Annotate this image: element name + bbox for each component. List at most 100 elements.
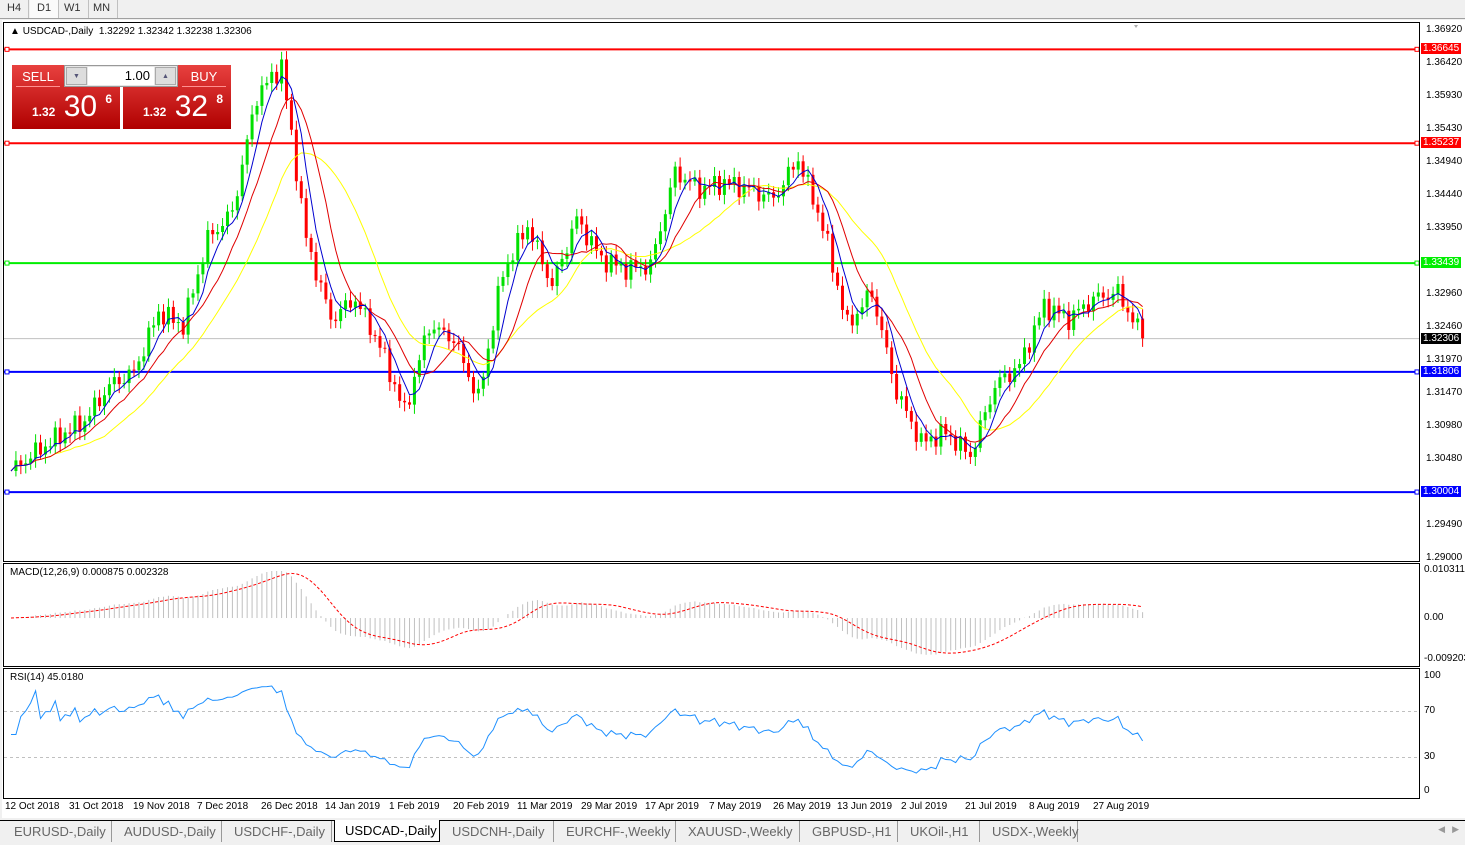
level-handle — [1414, 489, 1419, 495]
candle-body — [1082, 304, 1086, 309]
candle-body — [850, 314, 854, 326]
candle-body — [654, 244, 658, 260]
rsi-line — [11, 685, 1144, 774]
date-tick: 21 Jul 2019 — [965, 801, 1017, 812]
candle-body — [619, 264, 623, 266]
candle-body — [791, 166, 795, 170]
candle-body — [171, 306, 175, 323]
candle-body — [836, 272, 840, 286]
candle-body — [826, 230, 830, 234]
candle-body — [1042, 298, 1046, 318]
candle-body — [24, 463, 28, 466]
candle-body — [1136, 318, 1140, 323]
level-handle — [1414, 260, 1419, 266]
date-tick: 26 May 2019 — [773, 801, 831, 812]
candle-body — [796, 161, 800, 170]
timeframe-w1[interactable]: W1 — [57, 0, 89, 18]
date-tick: 17 Apr 2019 — [645, 801, 699, 812]
price-chart-panel[interactable]: ▲ USDCAD-,Daily 1.32292 1.32342 1.32238 … — [3, 22, 1420, 562]
candle-body — [417, 360, 421, 377]
candle-body — [570, 228, 574, 254]
lot-increase-icon[interactable]: ▲ — [155, 67, 176, 85]
rsi-tick: 0 — [1424, 785, 1430, 796]
candle-body — [137, 361, 141, 371]
candle-body — [1106, 297, 1110, 300]
macd-panel[interactable]: MACD(12,26,9) 0.000875 0.002328 — [3, 563, 1420, 667]
tab-ukoil-h1[interactable]: UKOil-,H1 — [900, 821, 980, 842]
ma-fast-line — [10, 75, 1144, 472]
tab-audusd-daily[interactable]: AUDUSD-,Daily — [114, 821, 222, 842]
one-click-trading-panel: SELL 1.32 30 6 BUY 1.32 32 8 ▼ 1.00 ▲ — [12, 65, 231, 129]
chart-shift-icon — [1134, 25, 1138, 28]
candle-body — [968, 451, 972, 457]
collapse-triangle-icon[interactable]: ▲ — [10, 26, 20, 37]
price-tick: 1.29490 — [1426, 519, 1463, 531]
candle-body — [560, 258, 564, 267]
date-tick: 7 Dec 2018 — [197, 801, 249, 812]
candle-body — [609, 254, 613, 273]
timeframe-h4[interactable]: H4 — [0, 0, 30, 18]
level-handle — [4, 260, 10, 266]
candle-body — [717, 176, 721, 195]
macd-chart — [10, 571, 1144, 655]
candle-body — [521, 232, 525, 240]
candle-body — [762, 194, 766, 202]
lot-decrease-icon[interactable]: ▼ — [66, 67, 87, 85]
candle-body — [353, 301, 357, 308]
candle-body — [1018, 364, 1022, 369]
candle-body — [594, 236, 598, 251]
candle-body — [639, 266, 643, 268]
candle-body — [1023, 347, 1027, 365]
candle-body — [63, 432, 67, 444]
tab-usdchf-daily[interactable]: USDCHF-,Daily — [224, 821, 332, 842]
tab-eurusd-daily[interactable]: EURUSD-,Daily — [4, 821, 112, 842]
candle-body — [737, 177, 741, 198]
tab-usdcad-daily[interactable]: USDCAD-,Daily — [334, 820, 440, 842]
candle-body — [216, 232, 220, 235]
candle-body — [481, 376, 485, 389]
level-handle — [1414, 46, 1419, 52]
candle-body — [1067, 310, 1071, 330]
candle-body — [471, 377, 475, 394]
candle-body — [398, 384, 402, 401]
timeframe-mn[interactable]: MN — [86, 0, 119, 18]
candle-body — [585, 224, 589, 246]
candle-body — [786, 166, 790, 186]
date-tick: 11 Mar 2019 — [517, 801, 573, 812]
candle-body — [895, 374, 899, 400]
candle-body — [127, 369, 131, 384]
tab-xauusd-weekly[interactable]: XAUUSD-,Weekly — [678, 821, 800, 842]
candle-body — [122, 383, 126, 385]
date-tick: 7 May 2019 — [709, 801, 762, 812]
candle-body — [767, 192, 771, 195]
tab-usdx-weekly[interactable]: USDX-,Weekly — [982, 821, 1078, 842]
candle-body — [427, 333, 431, 336]
level-handle — [4, 489, 10, 495]
candle-body — [781, 185, 785, 197]
candle-body — [545, 264, 549, 279]
candle-body — [604, 255, 608, 273]
candle-body — [206, 229, 210, 263]
tab-usdcnh-daily[interactable]: USDCNH-,Daily — [442, 821, 554, 842]
tab-scroll-right-icon[interactable]: ▶ — [1452, 824, 1459, 834]
date-tick: 31 Oct 2018 — [69, 801, 124, 812]
candle-body — [1096, 292, 1100, 297]
candle-body — [270, 71, 274, 83]
candle-body — [1141, 318, 1145, 339]
candle-body — [221, 226, 225, 233]
sell-sup: 6 — [105, 92, 113, 106]
timeframe-d1[interactable]: D1 — [30, 0, 60, 18]
timeframe-toolbar: H4 D1 W1 MN — [0, 0, 1465, 19]
candle-body — [34, 442, 38, 459]
price-axis — [1420, 22, 1465, 562]
candle-body — [260, 85, 264, 106]
candle-body — [1052, 305, 1056, 321]
lot-size-input[interactable]: 1.00 — [88, 67, 154, 85]
candle-body — [875, 296, 879, 317]
tab-gbpusd-h1[interactable]: GBPUSD-,H1 — [802, 821, 898, 842]
tab-scroll-left-icon[interactable]: ◀ — [1438, 824, 1445, 834]
rsi-panel[interactable]: RSI(14) 45.0180 — [3, 668, 1420, 799]
candle-body — [900, 396, 904, 400]
candle-body — [840, 285, 844, 310]
tab-eurchf-weekly[interactable]: EURCHF-,Weekly — [556, 821, 676, 842]
